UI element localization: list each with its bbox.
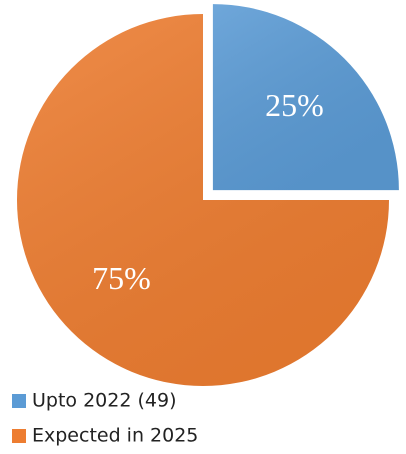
legend-label: Upto 2022 (49) (32, 390, 176, 412)
slice-label: 25% (265, 87, 324, 123)
slice-shade (17, 14, 389, 386)
legend-swatch (12, 394, 26, 408)
legend-label: Expected in 2025 (32, 425, 198, 447)
slice-shade (212, 4, 399, 191)
slice-label: 75% (92, 260, 151, 296)
legend-swatch (12, 429, 26, 443)
